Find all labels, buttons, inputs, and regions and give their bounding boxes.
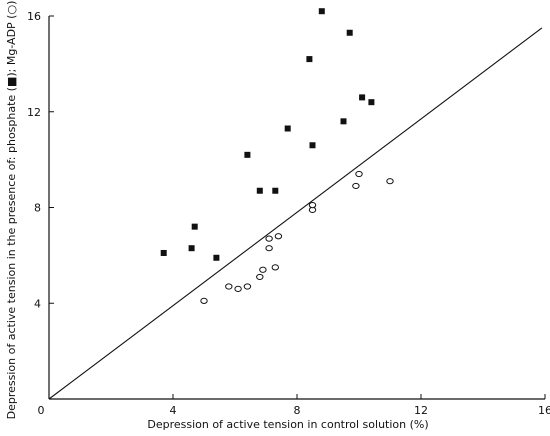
phosphate-point xyxy=(213,254,220,261)
y-axis-label: Depression of active tension in the pres… xyxy=(5,1,18,420)
identity-line xyxy=(48,27,543,400)
mg-adp-point xyxy=(265,245,273,252)
x-tick-label: 12 xyxy=(414,404,428,417)
phosphate-point xyxy=(244,151,251,158)
phosphate-point xyxy=(284,125,291,132)
mg-adp-point xyxy=(234,285,242,292)
x-axis-label: Depression of active tension in control … xyxy=(147,418,428,431)
mg-adp-point xyxy=(265,235,273,242)
mg-adp-point xyxy=(271,264,279,271)
x-tick-label: 16 xyxy=(538,404,550,417)
phosphate-point xyxy=(309,142,316,149)
x-tick-label: 8 xyxy=(294,404,301,417)
mg-adp-point xyxy=(355,170,363,178)
phosphate-point xyxy=(318,8,325,15)
y-tick-label: 4 xyxy=(34,297,41,310)
mg-adp-point xyxy=(386,178,394,185)
mg-adp-point xyxy=(352,182,360,190)
phosphate-point xyxy=(160,249,167,256)
mg-adp-point xyxy=(200,297,208,304)
identity-line-layer xyxy=(48,27,543,400)
mg-adp-point xyxy=(225,283,233,290)
y-tick-label: 8 xyxy=(34,202,41,215)
y-tick-label: 12 xyxy=(27,106,41,119)
y-tick-label: 16 xyxy=(27,10,41,23)
phosphate-point xyxy=(188,245,195,252)
axis-labels: Depression of active tension in control … xyxy=(5,1,429,431)
phosphate-point xyxy=(368,99,375,106)
phosphate-point xyxy=(306,56,313,63)
phosphate-point xyxy=(359,94,366,101)
phosphate-point xyxy=(340,118,347,125)
phosphate-point xyxy=(191,223,198,230)
mg-adp-point xyxy=(256,273,264,281)
mg-adp-point xyxy=(259,266,267,273)
x-tick-label: 4 xyxy=(170,404,177,417)
mg-adp-point xyxy=(243,283,252,290)
mg-adp-point xyxy=(274,233,283,240)
data-points xyxy=(160,8,394,304)
phosphate-point xyxy=(256,187,263,194)
phosphate-point xyxy=(272,187,279,194)
phosphate-point xyxy=(346,29,353,36)
x-tick-label: 0 xyxy=(38,404,45,417)
mg-adp-point xyxy=(308,202,317,209)
axes: 0 4 8 12 16 4 8 12 16 xyxy=(27,10,550,417)
